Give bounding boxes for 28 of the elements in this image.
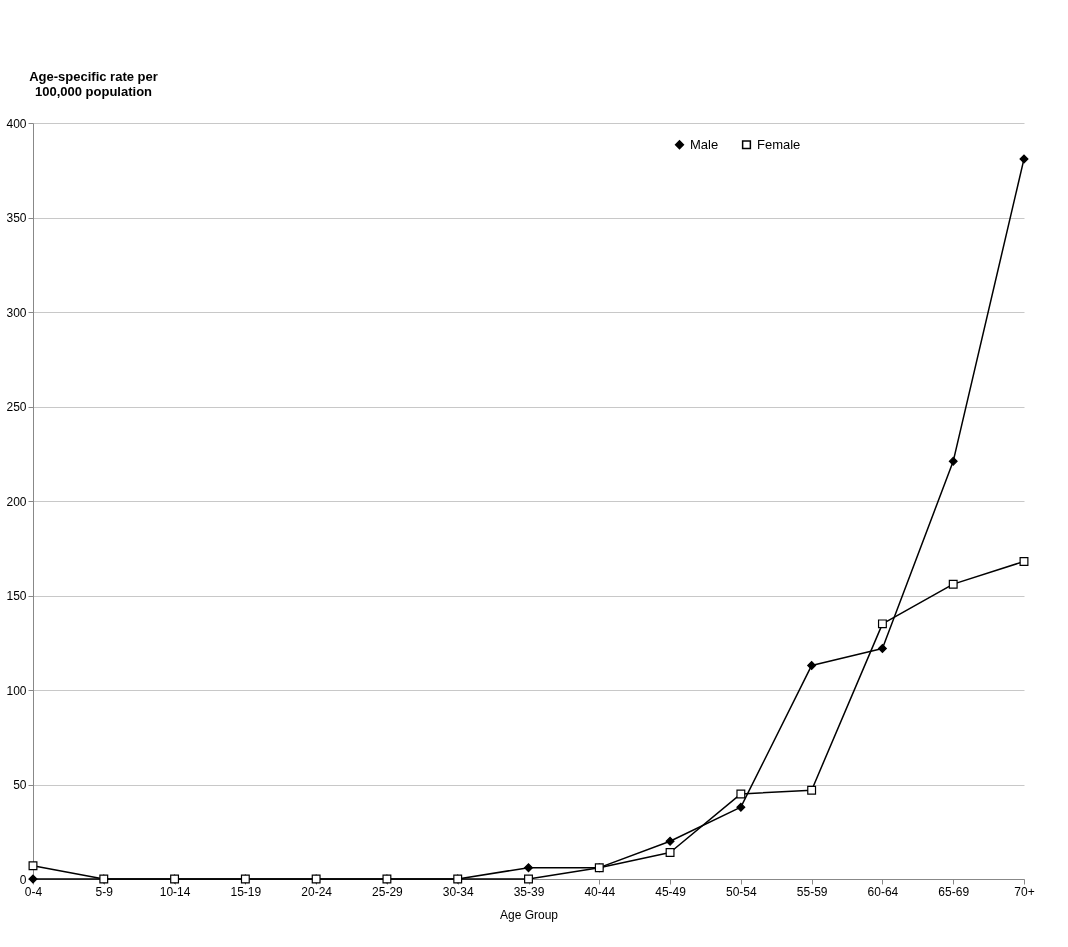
x-tick-label: 50-54: [726, 884, 758, 899]
x-tick-label: 20-24: [301, 884, 333, 899]
legend-label: Male: [690, 136, 719, 152]
x-tick-label: 55-59: [796, 884, 828, 899]
y-tick-label: 50: [13, 778, 27, 792]
x-tick-label: 65-69: [938, 884, 970, 899]
x-axis-title: Age Group: [499, 907, 559, 922]
y-tick-label: 350: [6, 211, 27, 225]
x-tick-label: 45-49: [655, 884, 687, 899]
x-tick-label: 60-64: [867, 884, 899, 899]
y-tick-label: 300: [6, 305, 27, 320]
y-tick-label: 100: [6, 683, 27, 698]
legend-label: Female: [757, 136, 801, 152]
x-tick-label: 10-14: [159, 884, 191, 899]
x-tick-label: 5-9: [95, 884, 114, 899]
x-tick-label: 35-39: [513, 884, 545, 899]
x-tick-label: 70+: [1014, 884, 1035, 899]
x-tick-label: 30-34: [442, 884, 474, 899]
y-axis-title: Age-specific rate per 100,000 population: [29, 68, 158, 99]
y-tick-label: 400: [6, 116, 27, 131]
y-tick-label: 0: [19, 872, 27, 887]
y-tick-label: 250: [6, 400, 27, 414]
y-tick-label: 150: [6, 589, 27, 603]
x-tick-label: 40-44: [584, 884, 616, 899]
y-tick-label: 200: [6, 494, 27, 509]
x-tick-label: 25-29: [372, 884, 404, 899]
x-tick-label: 15-19: [230, 884, 262, 899]
x-tick-label: 0-4: [24, 884, 43, 899]
